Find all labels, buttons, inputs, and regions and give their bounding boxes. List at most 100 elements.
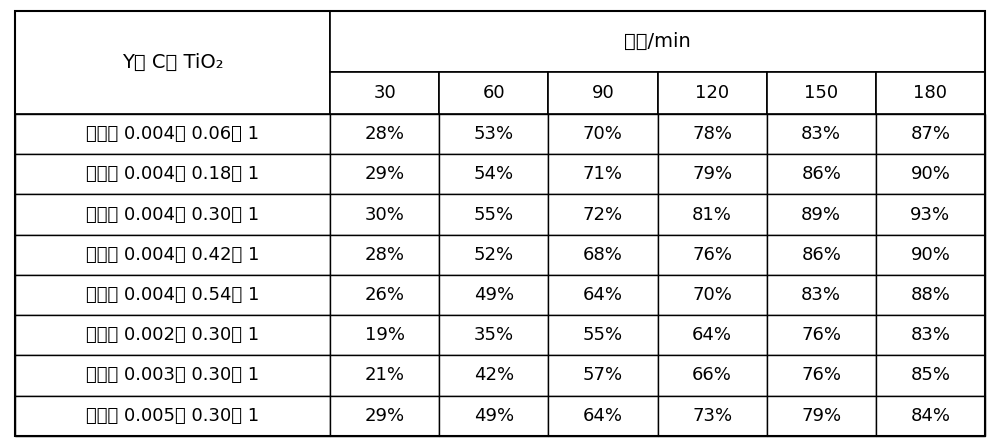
Text: 93%: 93%	[910, 206, 950, 224]
Text: 时间/min: 时间/min	[624, 32, 691, 51]
Text: 42%: 42%	[474, 367, 514, 384]
Text: Y： C： TiO₂: Y： C： TiO₂	[122, 53, 223, 72]
Text: 21%: 21%	[365, 367, 405, 384]
Bar	[548, 154, 658, 194]
Bar	[439, 396, 548, 436]
Bar	[548, 194, 658, 235]
Bar	[548, 235, 658, 275]
Bar	[330, 235, 439, 275]
Bar	[330, 72, 439, 114]
Bar	[548, 114, 658, 154]
Bar	[439, 315, 548, 355]
Bar	[330, 194, 439, 235]
Bar	[548, 315, 658, 355]
Text: 28%: 28%	[365, 246, 405, 264]
Text: 本发明 0.004： 0.30： 1: 本发明 0.004： 0.30： 1	[86, 206, 259, 224]
Bar	[439, 235, 548, 275]
Text: 28%: 28%	[365, 125, 405, 143]
Bar	[439, 72, 548, 114]
Text: 73%: 73%	[692, 407, 732, 425]
Bar	[876, 315, 985, 355]
Bar	[658, 315, 767, 355]
Text: 49%: 49%	[474, 407, 514, 425]
Bar	[330, 154, 439, 194]
Text: 83%: 83%	[801, 125, 841, 143]
Bar	[767, 396, 876, 436]
Text: 19%: 19%	[365, 326, 405, 344]
Bar	[658, 114, 767, 154]
Text: 84%: 84%	[910, 407, 950, 425]
Text: 83%: 83%	[801, 286, 841, 304]
Bar	[767, 154, 876, 194]
Bar	[767, 275, 876, 315]
Bar	[876, 235, 985, 275]
Text: 57%: 57%	[583, 367, 623, 384]
Bar	[876, 154, 985, 194]
Text: 30%: 30%	[365, 206, 405, 224]
Text: 86%: 86%	[801, 246, 841, 264]
Text: 53%: 53%	[474, 125, 514, 143]
Text: 70%: 70%	[692, 286, 732, 304]
Bar	[548, 355, 658, 396]
Text: 本发明 0.004： 0.54： 1: 本发明 0.004： 0.54： 1	[86, 286, 259, 304]
Text: 90%: 90%	[910, 246, 950, 264]
Text: 72%: 72%	[583, 206, 623, 224]
Text: 90%: 90%	[910, 165, 950, 183]
Text: 55%: 55%	[583, 326, 623, 344]
Bar	[15, 396, 330, 436]
Text: 76%: 76%	[692, 246, 732, 264]
Text: 60: 60	[482, 84, 505, 102]
Bar	[658, 396, 767, 436]
Text: 64%: 64%	[583, 407, 623, 425]
Text: 30: 30	[373, 84, 396, 102]
Text: 79%: 79%	[801, 407, 841, 425]
Bar	[767, 114, 876, 154]
Bar	[330, 355, 439, 396]
Bar	[15, 275, 330, 315]
Text: 本发明 0.002： 0.30： 1: 本发明 0.002： 0.30： 1	[86, 326, 259, 344]
Bar	[439, 355, 548, 396]
Text: 88%: 88%	[910, 286, 950, 304]
Text: 79%: 79%	[692, 165, 732, 183]
Bar	[767, 72, 876, 114]
Text: 180: 180	[913, 84, 947, 102]
Text: 89%: 89%	[801, 206, 841, 224]
Bar	[658, 275, 767, 315]
Text: 150: 150	[804, 84, 838, 102]
Bar	[15, 194, 330, 235]
Text: 64%: 64%	[583, 286, 623, 304]
Bar	[330, 11, 985, 72]
Bar	[439, 114, 548, 154]
Text: 87%: 87%	[910, 125, 950, 143]
Text: 68%: 68%	[583, 246, 623, 264]
Text: 120: 120	[695, 84, 729, 102]
Bar	[439, 154, 548, 194]
Text: 49%: 49%	[474, 286, 514, 304]
Bar	[548, 396, 658, 436]
Bar	[439, 194, 548, 235]
Text: 本发明 0.003： 0.30： 1: 本发明 0.003： 0.30： 1	[86, 367, 259, 384]
Text: 52%: 52%	[474, 246, 514, 264]
Bar	[15, 355, 330, 396]
Bar	[15, 235, 330, 275]
Bar	[15, 154, 330, 194]
Bar	[767, 355, 876, 396]
Text: 76%: 76%	[801, 326, 841, 344]
Text: 本发明 0.005： 0.30： 1: 本发明 0.005： 0.30： 1	[86, 407, 259, 425]
Bar	[767, 194, 876, 235]
Bar	[876, 114, 985, 154]
Bar	[330, 114, 439, 154]
Bar	[658, 154, 767, 194]
Bar	[876, 72, 985, 114]
Text: 本发明 0.004： 0.06： 1: 本发明 0.004： 0.06： 1	[86, 125, 259, 143]
Text: 78%: 78%	[692, 125, 732, 143]
Text: 35%: 35%	[474, 326, 514, 344]
Bar	[876, 396, 985, 436]
Bar	[15, 114, 330, 154]
Text: 81%: 81%	[692, 206, 732, 224]
Text: 90: 90	[592, 84, 614, 102]
Text: 55%: 55%	[474, 206, 514, 224]
Bar	[548, 72, 658, 114]
Bar	[548, 275, 658, 315]
Bar	[658, 235, 767, 275]
